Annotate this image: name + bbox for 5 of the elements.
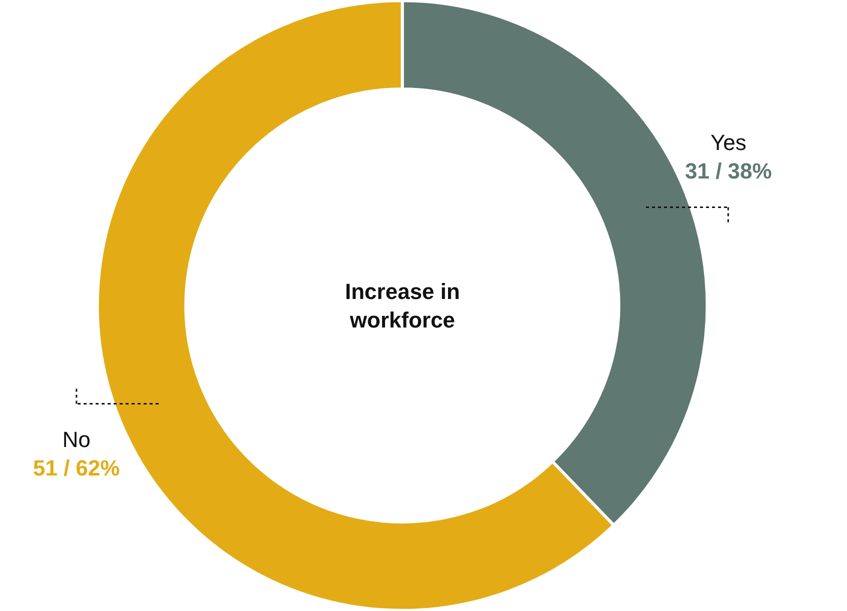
data-label: 51 / 62% (33, 456, 120, 481)
slice-label: Yes (710, 130, 746, 155)
text: Increase in workforce (345, 279, 460, 333)
data-label: 31 / 38% (685, 158, 772, 184)
slice-label: No (62, 427, 90, 452)
